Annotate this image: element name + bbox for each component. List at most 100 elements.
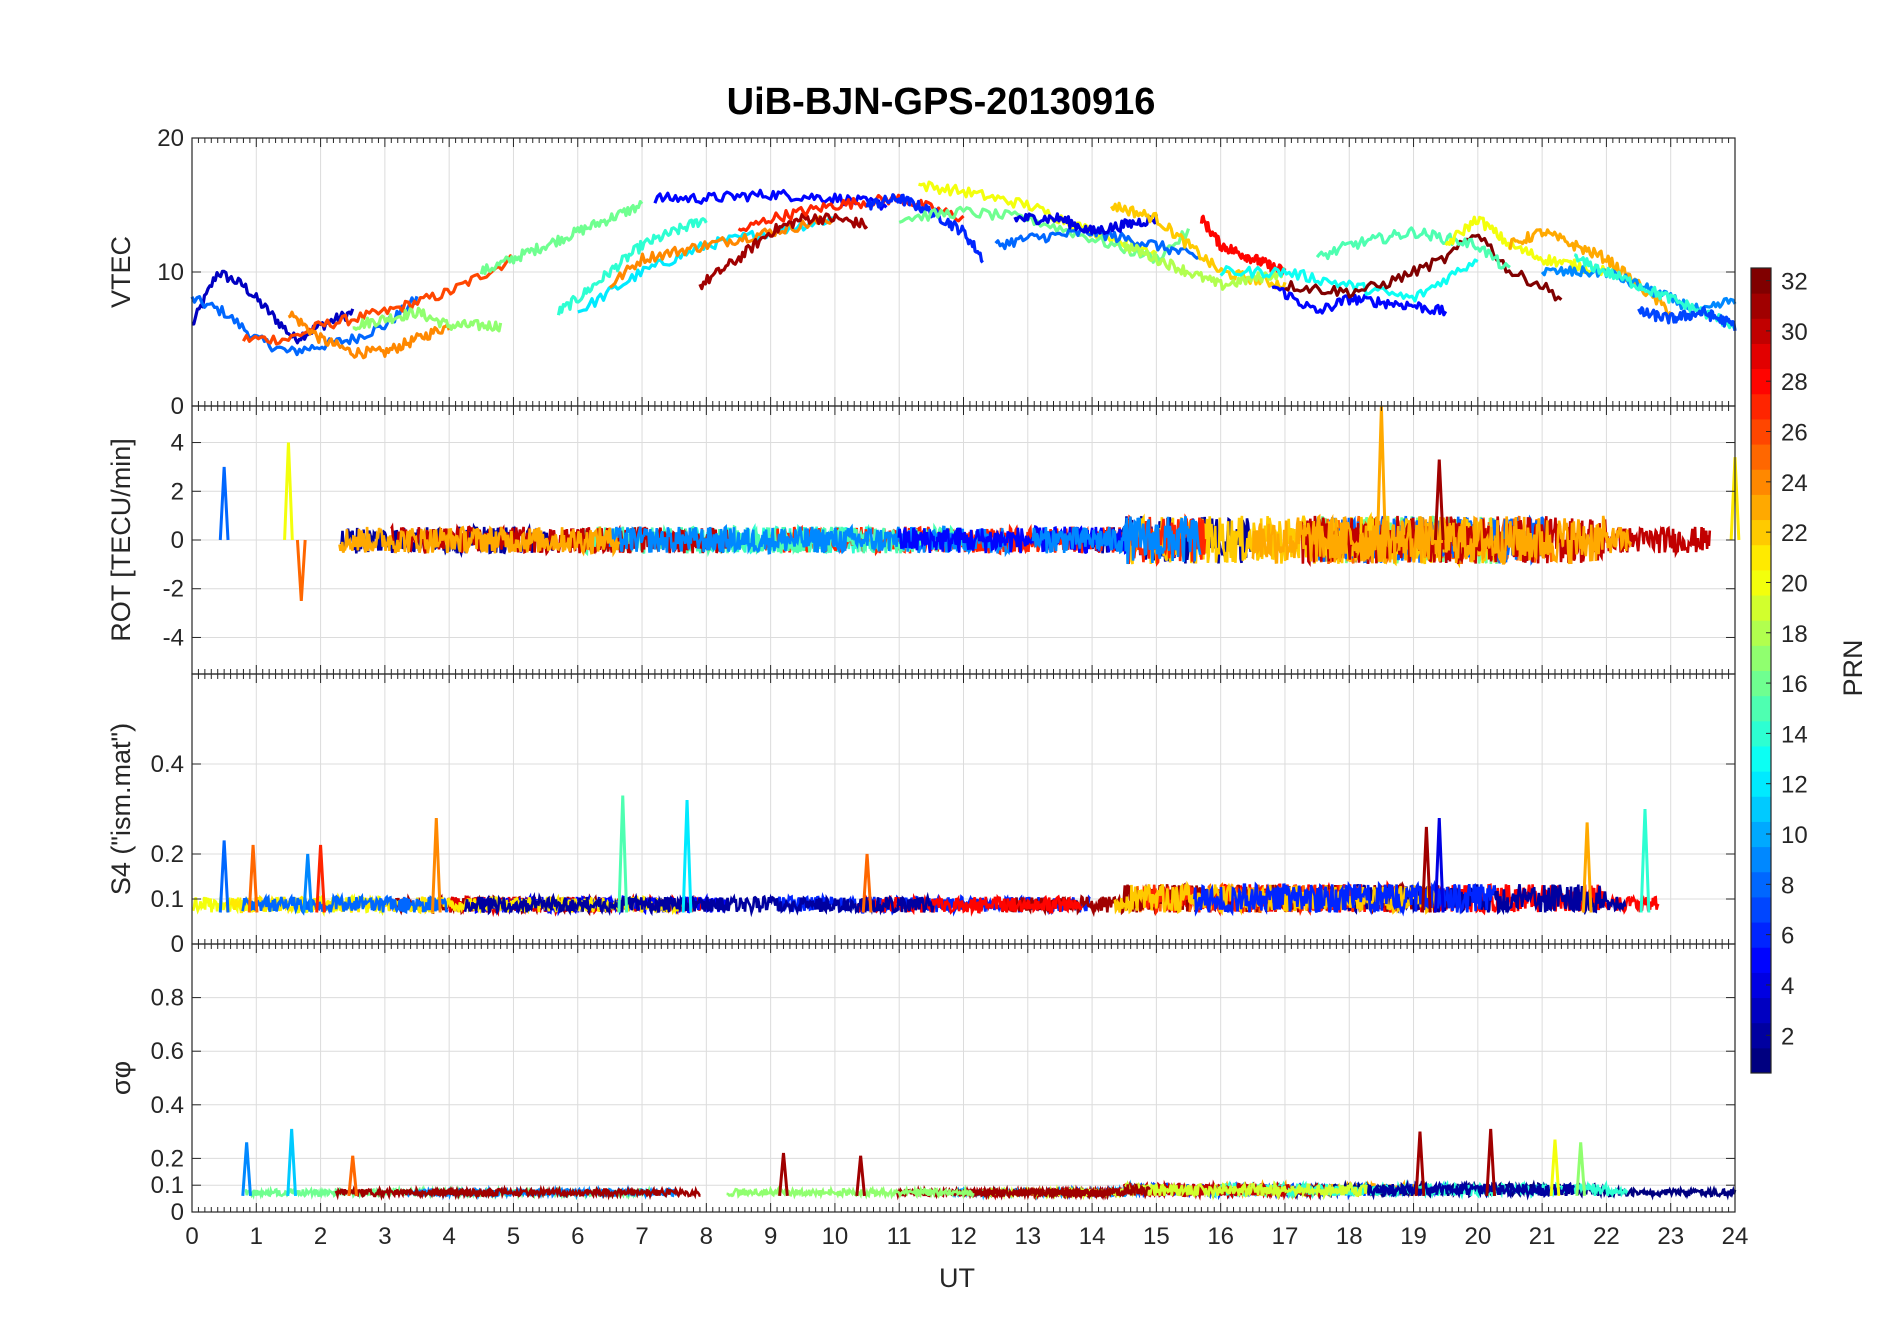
s4-trace-prn-8 xyxy=(241,892,449,916)
colorbar-tick-label: 22 xyxy=(1781,520,1808,547)
colorbar-swatch-28 xyxy=(1751,368,1771,395)
colorbar-tick-label: 16 xyxy=(1781,671,1808,698)
s4-peak-prn-25 xyxy=(247,844,259,913)
colorbar-swatch-29 xyxy=(1751,343,1771,370)
sigma_phi-peak-prn-25 xyxy=(347,1155,359,1197)
vtec-series-prn-14 xyxy=(556,217,708,316)
x-tick-label: 10 xyxy=(822,1223,849,1250)
rot-peak-prn-20 xyxy=(283,442,294,541)
sigma_phi-peak-prn-31 xyxy=(1414,1131,1426,1197)
x-tick-label: 16 xyxy=(1207,1223,1234,1250)
vtec-series-prn-26 xyxy=(241,254,515,346)
colorbar-swatch-31 xyxy=(1751,293,1771,319)
y-axis-label-vtec: VTEC xyxy=(106,236,136,308)
sigma_phi-peak-prn-11 xyxy=(286,1128,298,1197)
vtec-series-prn-24 xyxy=(609,215,836,289)
x-tick-label: 5 xyxy=(507,1223,520,1250)
x-tick-label: 24 xyxy=(1722,1223,1749,1250)
panel-rot: -4 -2 0 2 4 ROT [TECU/min] xyxy=(106,405,1741,675)
colorbar-tick-label: 24 xyxy=(1781,470,1808,497)
colorbar-swatch-4 xyxy=(1751,972,1771,999)
colorbar-tick-label: 6 xyxy=(1781,923,1794,950)
colorbar-tick-label: 14 xyxy=(1781,721,1808,748)
vtec-series-prn-13 xyxy=(1219,258,1479,303)
colorbar-swatch-2 xyxy=(1751,1022,1771,1049)
x-tick-label: 0 xyxy=(185,1223,198,1250)
vtec-series-prn-14 xyxy=(1573,253,1737,331)
y-tick-label: 0 xyxy=(171,931,184,958)
y-tick-label: 10 xyxy=(157,259,184,286)
rot-trace-prn-9 xyxy=(1031,516,1202,565)
vtec-series-prn-22 xyxy=(1110,201,1287,291)
s4-peak-prn-15 xyxy=(617,795,629,913)
vtec-series-prn-17 xyxy=(352,306,503,333)
colorbar-swatch-7 xyxy=(1751,896,1771,923)
sigma_phi-trace-prn-17 xyxy=(726,1184,975,1200)
colorbar-swatch-19 xyxy=(1751,595,1771,621)
y-tick-label: 2 xyxy=(171,478,184,505)
s4-trace-prn-6 xyxy=(1193,879,1497,917)
s4-peak-prn-12 xyxy=(681,799,693,913)
x-axis-label: UT xyxy=(939,1263,975,1293)
colorbar-swatch-1 xyxy=(1751,1047,1771,1074)
vtec-series-prn-5 xyxy=(653,188,888,211)
colorbar-swatch-16 xyxy=(1751,670,1771,697)
colorbar-tick-label: 8 xyxy=(1781,872,1794,899)
colorbar-tick-label: 10 xyxy=(1781,822,1808,849)
plot-area-vtec xyxy=(190,180,1737,360)
sigma_phi-trace-prn-31 xyxy=(334,1184,499,1201)
x-tick-label: 14 xyxy=(1079,1223,1106,1250)
y-tick-label: 0.1 xyxy=(151,1172,184,1199)
sigma_phi-peak-prn-31 xyxy=(855,1155,866,1197)
s4-trace-prn-2 xyxy=(463,891,935,918)
vtec-series-prn-5 xyxy=(1271,285,1448,317)
colorbar-tick-label: 4 xyxy=(1781,973,1794,1000)
rot-trace-prn-9 xyxy=(608,523,1013,558)
colorbar-swatch-22 xyxy=(1751,519,1771,546)
x-tick-label: 22 xyxy=(1593,1223,1620,1250)
colorbar-tick-label: 32 xyxy=(1781,269,1808,296)
y-tick-label: -2 xyxy=(163,576,184,603)
x-tick-label: 3 xyxy=(378,1223,391,1250)
colorbar-tick-label: 18 xyxy=(1781,621,1808,648)
vtec-series-prn-8 xyxy=(190,295,419,357)
x-tick-label: 23 xyxy=(1657,1223,1684,1250)
colorbar-swatch-11 xyxy=(1751,796,1771,822)
x-tick-label: 12 xyxy=(950,1223,977,1250)
x-tick-label: 13 xyxy=(1014,1223,1041,1250)
x-tick-label: 9 xyxy=(764,1223,777,1250)
colorbar-swatch-21 xyxy=(1751,544,1771,571)
colorbar-frame xyxy=(1750,267,1772,1074)
y-axis-label-s4: S4 ("ism.mat") xyxy=(106,723,136,895)
y-tick-label: 0.1 xyxy=(151,886,184,913)
rot-trace-prn-23 xyxy=(338,525,621,558)
y-tick-label: 0.4 xyxy=(151,1092,184,1119)
colorbar-swatch-32 xyxy=(1751,268,1771,294)
s4-peak-prn-9 xyxy=(302,853,314,913)
x-tick-label: 6 xyxy=(571,1223,584,1250)
colorbar-swatch-5 xyxy=(1751,947,1771,973)
s4-peak-prn-24 xyxy=(430,817,442,913)
x-tick-label: 17 xyxy=(1272,1223,1299,1250)
sigma_phi-peak-prn-31 xyxy=(778,1152,789,1197)
x-tick-label: 8 xyxy=(700,1223,713,1250)
colorbar-swatch-18 xyxy=(1751,620,1771,646)
colorbar-tick-label: 28 xyxy=(1781,369,1808,396)
sigma_phi-peak-prn-9 xyxy=(241,1142,253,1197)
rot-peak-prn-8 xyxy=(218,466,230,541)
y-axis-label-rot: ROT [TECU/min] xyxy=(106,438,136,642)
colorbar-swatch-26 xyxy=(1751,418,1771,445)
rot-peak-prn-31 xyxy=(1433,459,1445,541)
sigma_phi-peak-prn-31 xyxy=(1485,1128,1497,1197)
y-tick-label: 0.2 xyxy=(151,1145,184,1172)
s4-peak-prn-23 xyxy=(1581,822,1593,913)
s4-peak-prn-31 xyxy=(1421,826,1432,913)
x-tick-label: 2 xyxy=(314,1223,327,1250)
s4-peak-prn-4 xyxy=(1433,817,1445,913)
y-tick-label: -4 xyxy=(163,624,184,651)
colorbar-swatch-10 xyxy=(1751,821,1771,848)
y-tick-label: 0.2 xyxy=(151,841,184,868)
y-axis-label-sigma_phi: σφ xyxy=(106,1061,136,1095)
colorbar-tick-label: 2 xyxy=(1781,1023,1794,1050)
vtec-series-prn-7 xyxy=(1637,306,1737,332)
